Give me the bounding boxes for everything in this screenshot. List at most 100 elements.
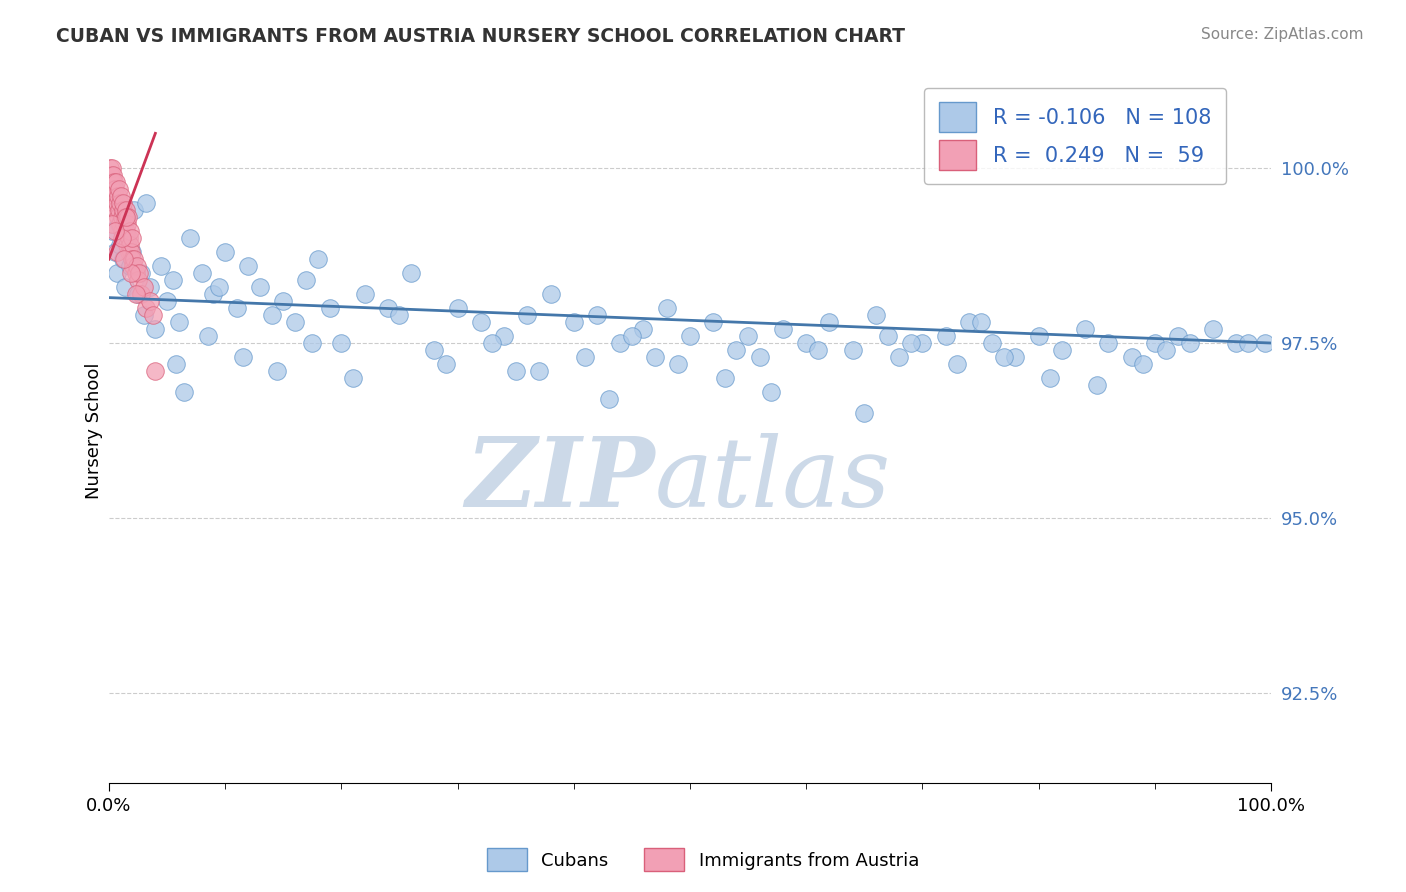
Point [101, 224, 124, 238]
Point [162, 273, 184, 287]
Point [492, 329, 515, 343]
Point [249, 280, 271, 294]
Point [911, 336, 934, 351]
Text: atlas: atlas [655, 433, 891, 527]
Point [122, 259, 145, 273]
Point [118, 259, 141, 273]
Point [993, 350, 1015, 364]
Point [957, 315, 980, 329]
Point [1039, 371, 1062, 385]
Point [100, 169, 122, 183]
Point [111, 211, 134, 225]
Legend: R = -0.106   N = 108, R =  0.249   N =  59: R = -0.106 N = 108, R = 0.249 N = 59 [924, 87, 1226, 185]
Point [118, 238, 141, 252]
Point [1237, 336, 1260, 351]
Point [101, 169, 124, 183]
Point [586, 308, 609, 322]
Point [111, 224, 134, 238]
Point [111, 231, 134, 245]
Point [121, 245, 143, 260]
Point [505, 364, 527, 378]
Point [117, 231, 139, 245]
Point [807, 343, 830, 357]
Point [1004, 350, 1026, 364]
Point [165, 357, 187, 371]
Point [124, 203, 146, 218]
Point [114, 203, 136, 218]
Point [118, 245, 141, 260]
Point [143, 364, 166, 378]
Point [124, 266, 146, 280]
Point [889, 350, 911, 364]
Point [295, 273, 318, 287]
Point [260, 308, 283, 322]
Point [117, 211, 139, 225]
Point [702, 315, 724, 329]
Point [1225, 336, 1247, 351]
Point [127, 287, 149, 301]
Point [876, 329, 898, 343]
Point [167, 315, 190, 329]
Point [108, 217, 131, 231]
Text: ZIP: ZIP [465, 433, 655, 527]
Point [737, 329, 759, 343]
Point [127, 273, 149, 287]
Point [644, 350, 666, 364]
Point [132, 280, 155, 294]
Point [132, 308, 155, 322]
Point [100, 161, 122, 176]
Point [104, 189, 127, 203]
Point [105, 245, 128, 260]
Point [434, 357, 457, 371]
Text: Source: ZipAtlas.com: Source: ZipAtlas.com [1201, 27, 1364, 42]
Point [284, 315, 307, 329]
Point [121, 252, 143, 267]
Point [115, 238, 138, 252]
Point [266, 364, 288, 378]
Point [318, 301, 340, 315]
Point [981, 336, 1004, 351]
Point [142, 308, 165, 322]
Point [128, 266, 150, 280]
Point [1202, 322, 1225, 336]
Point [540, 287, 562, 301]
Point [104, 245, 127, 260]
Point [865, 308, 887, 322]
Point [150, 259, 173, 273]
Point [271, 294, 294, 309]
Point [104, 203, 127, 218]
Point [112, 196, 135, 211]
Point [1167, 329, 1189, 343]
Point [115, 211, 138, 225]
Point [238, 259, 260, 273]
Point [377, 301, 399, 315]
Text: CUBAN VS IMMIGRANTS FROM AUSTRIA NURSERY SCHOOL CORRELATION CHART: CUBAN VS IMMIGRANTS FROM AUSTRIA NURSERY… [56, 27, 905, 45]
Point [103, 196, 125, 211]
Point [120, 245, 142, 260]
Point [120, 266, 142, 280]
Point [1132, 357, 1154, 371]
Point [107, 182, 129, 196]
Point [841, 343, 863, 357]
Point [104, 224, 127, 238]
Point [114, 280, 136, 294]
Point [143, 322, 166, 336]
Y-axis label: Nursery School: Nursery School [86, 362, 103, 499]
Point [111, 203, 134, 218]
Point [574, 350, 596, 364]
Point [388, 308, 411, 322]
Point [633, 322, 655, 336]
Point [101, 217, 124, 231]
Point [115, 224, 138, 238]
Point [110, 189, 132, 203]
Point [655, 301, 678, 315]
Point [131, 287, 153, 301]
Point [225, 301, 247, 315]
Point [679, 329, 702, 343]
Point [620, 329, 643, 343]
Point [946, 357, 969, 371]
Point [818, 315, 841, 329]
Point [103, 175, 125, 189]
Point [197, 329, 219, 343]
Point [104, 182, 127, 196]
